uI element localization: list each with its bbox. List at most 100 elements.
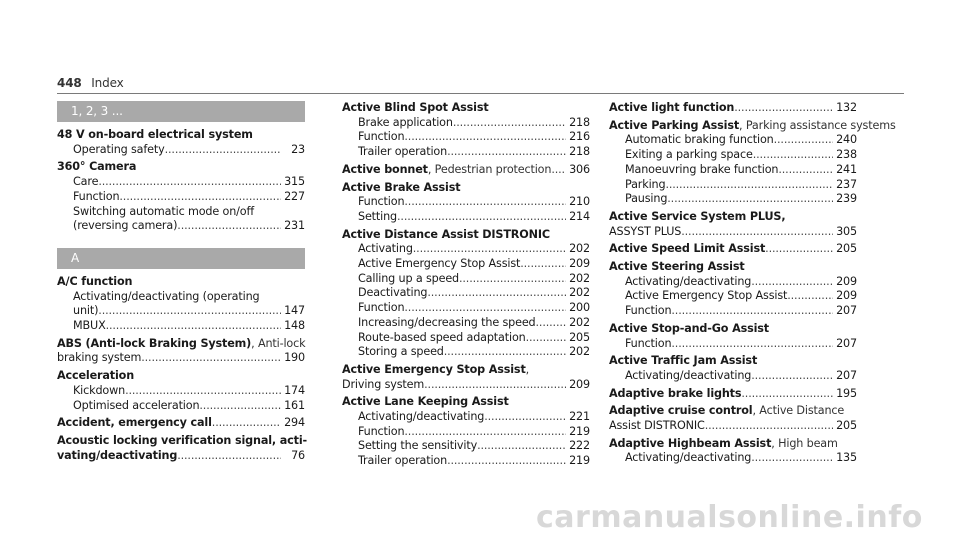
page-reference[interactable]: 174 [284, 383, 305, 397]
dot-leader [520, 257, 566, 272]
index-term: Active Distance Assist DISTRONIC [342, 228, 590, 243]
page-reference[interactable]: 237 [836, 177, 857, 191]
page-reference[interactable]: 195 [836, 386, 857, 400]
page-reference[interactable]: 209 [569, 257, 590, 271]
entry-text: Trailer operation [358, 454, 448, 468]
page-reference[interactable]: 219 [569, 424, 590, 438]
index-subentry: Optimised acceleration 161 [57, 399, 305, 414]
index-entry: Acoustic locking verification signal, ac… [57, 434, 307, 463]
page-reference[interactable]: 200 [569, 301, 590, 315]
index-subentry: Calling up a speed 202 [342, 272, 590, 287]
page-reference[interactable]: 209 [569, 377, 590, 391]
page-header: 448 Index [57, 76, 124, 90]
page-reference[interactable]: 216 [569, 130, 590, 144]
index-subentry: Function 216 [342, 130, 590, 145]
dot-leader [397, 210, 566, 225]
entry-text: Active Service System PLUS, [609, 209, 786, 223]
page-reference[interactable]: 315 [284, 175, 305, 189]
entry-text: Automatic braking function [625, 133, 774, 147]
page-reference[interactable]: 219 [569, 454, 590, 468]
index-subentry: Exiting a parking space 238 [609, 148, 857, 163]
page-reference[interactable]: 190 [284, 351, 305, 365]
index-subentry: Function 207 [609, 304, 857, 319]
index-subentry: Increasing/decreasing the speed 202 [342, 316, 590, 331]
index-entry: Active Emergency Stop Assist, Driving sys… [342, 363, 590, 392]
index-entry: ABS (Anti-lock Braking System), Anti-loc… [57, 337, 306, 366]
page-reference[interactable]: 202 [569, 345, 590, 359]
dot-leader [404, 425, 566, 440]
entry-text: Trailer operation [358, 145, 448, 159]
page-reference[interactable]: 238 [836, 148, 857, 162]
page-reference[interactable]: 205 [836, 419, 857, 433]
page-reference[interactable]: 305 [836, 224, 857, 238]
index-term: Acoustic locking verification signal, ac… [57, 434, 307, 449]
page-reference[interactable]: 76 [291, 448, 305, 462]
index-term: Accident, emergency call 294 [57, 416, 305, 431]
entry-text: MBUX [73, 319, 106, 333]
page-reference[interactable]: 207 [836, 336, 857, 350]
page-reference[interactable]: 135 [836, 451, 857, 465]
page-reference[interactable]: 214 [569, 209, 590, 223]
entry-text: Deactivating [358, 286, 428, 300]
index-term: Active bonnet, Pedestrian protection 306 [342, 163, 590, 178]
page-reference[interactable]: 227 [284, 189, 305, 203]
page-reference[interactable]: 241 [836, 162, 857, 176]
index-subentry: Activating/deactivating 135 [609, 451, 857, 466]
page-reference[interactable]: 218 [569, 115, 590, 129]
entry-text: Active Brake Assist [342, 180, 461, 194]
entry-text: Operating safety [73, 142, 165, 156]
page-reference[interactable]: 202 [569, 242, 590, 256]
dot-leader [404, 195, 566, 210]
index-subentry: Kickdown 174 [57, 384, 305, 399]
page-reference[interactable]: 205 [836, 242, 857, 256]
index-subentry: Switching automatic mode on/off [57, 205, 305, 220]
page-reference[interactable]: 294 [284, 416, 305, 430]
page-reference[interactable]: 161 [284, 398, 305, 412]
entry-text: Kickdown [73, 383, 126, 397]
page-reference[interactable]: 202 [569, 286, 590, 300]
dot-leader [778, 163, 833, 178]
page-reference[interactable]: 306 [569, 162, 590, 176]
index-subentry: Function 219 [342, 425, 590, 440]
page-reference[interactable]: 218 [569, 145, 590, 159]
page-reference[interactable]: 239 [836, 192, 857, 206]
page-reference[interactable]: 209 [836, 289, 857, 303]
index-term: 48 V on-board electrical system [57, 128, 305, 143]
page-reference[interactable]: 202 [569, 315, 590, 329]
index-term: Active Speed Limit Assist 205 [609, 242, 857, 257]
dot-leader [413, 242, 566, 257]
index-subentry: Active Emergency Stop Assist 209 [609, 289, 857, 304]
entry-text: Manoeuvring brake function [625, 162, 779, 176]
entry-note: , Pedestrian protection [427, 162, 552, 176]
index-term: Active Parking Assist, Parking assistanc… [609, 119, 896, 134]
index-term: A/C function [57, 275, 305, 290]
page-reference[interactable]: 221 [569, 410, 590, 424]
dot-leader [98, 304, 281, 319]
page-reference[interactable]: 222 [569, 439, 590, 453]
index-subentry: Trailer operation 218 [342, 145, 590, 160]
page-reference[interactable]: 207 [836, 368, 857, 382]
dot-leader [774, 133, 833, 148]
entry-text: Active Blind Spot Assist [342, 101, 489, 114]
index-subentry: Function 207 [609, 337, 857, 352]
page-reference[interactable]: 209 [836, 274, 857, 288]
entry-text: Accident, emergency call [57, 416, 212, 430]
page-reference[interactable]: 240 [836, 133, 857, 147]
page-reference[interactable]: 205 [569, 330, 590, 344]
index-entry: Active light function 132 [609, 101, 857, 116]
page-reference[interactable]: 132 [836, 101, 857, 114]
page-reference[interactable]: 147 [284, 304, 305, 318]
page-reference[interactable]: 210 [569, 195, 590, 209]
page-reference[interactable]: 148 [284, 319, 305, 333]
dot-leader [751, 451, 833, 466]
page-reference[interactable]: 23 [291, 142, 305, 156]
section-header: 1, 2, 3 ... [57, 101, 305, 122]
index-term: 360° Camera [57, 160, 305, 175]
page-reference[interactable]: 231 [284, 219, 305, 233]
page-reference[interactable]: 202 [569, 271, 590, 285]
index-subentry: Parking 237 [609, 178, 857, 193]
dot-leader [753, 148, 833, 163]
entry-text: Activating/deactivating (operating [73, 289, 260, 303]
page-reference[interactable]: 207 [836, 304, 857, 318]
header-divider [57, 93, 904, 94]
